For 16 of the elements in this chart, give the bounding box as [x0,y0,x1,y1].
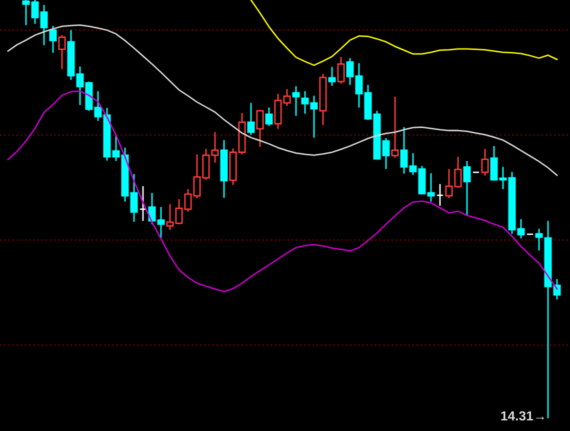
candlestick [337,56,345,84]
candlestick [265,106,273,127]
candlestick [319,73,327,126]
candlestick [220,139,228,199]
candlestick [436,183,444,206]
candlestick [256,109,264,148]
candlestick [463,160,471,217]
candlestick [247,102,255,136]
candlestick [391,96,399,158]
candlestick [292,85,300,117]
annotation: 14.31→ [501,411,544,421]
candlestick [328,66,336,86]
candlestick [49,25,57,54]
candlestick [58,34,66,70]
candlestick [139,185,147,222]
candlestick [481,148,489,176]
